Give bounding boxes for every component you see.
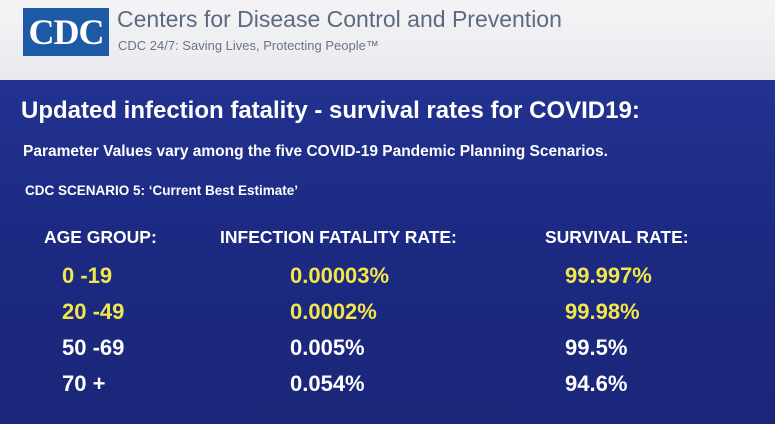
org-name: Centers for Disease Control and Preventi… (117, 6, 562, 32)
survival-rate-cell: 94.6% (565, 371, 628, 396)
scenario-label: CDC SCENARIO 5: ‘Current Best Estimate’ (25, 183, 299, 198)
header-infection-fatality-rate: INFECTION FATALITY RATE: (220, 227, 457, 247)
age-group-cell: 0 -19 (62, 263, 113, 288)
survival-rate-cell: 99.5% (565, 335, 628, 360)
cdc-logo: CDC (23, 8, 109, 56)
slide-title: Updated infection fatality - survival ra… (21, 97, 640, 124)
fatality-rate-cell: 0.0002% (290, 299, 377, 324)
header-age-group: AGE GROUP: (44, 227, 157, 247)
age-group-cell: 70 + (62, 371, 106, 396)
fatality-rate-cell: 0.00003% (290, 263, 390, 288)
fatality-rate-cell: 0.005% (290, 335, 365, 360)
slide-body: Updated infection fatality - survival ra… (0, 80, 775, 424)
slide-subtitle: Parameter Values vary among the five COV… (23, 143, 608, 160)
header-survival-rate: SURVIVAL RATE: (545, 227, 689, 247)
survival-rate-cell: 99.98% (565, 299, 640, 324)
org-tagline: CDC 24/7: Saving Lives, Protecting Peopl… (118, 38, 379, 53)
age-group-cell: 20 -49 (62, 299, 125, 324)
fatality-rate-cell: 0.054% (290, 371, 365, 396)
cdc-header: CDC Centers for Disease Control and Prev… (0, 0, 775, 80)
age-group-cell: 50 -69 (62, 335, 125, 360)
survival-rate-cell: 99.997% (565, 263, 652, 288)
